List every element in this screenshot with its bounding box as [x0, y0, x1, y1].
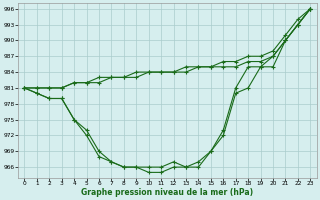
X-axis label: Graphe pression niveau de la mer (hPa): Graphe pression niveau de la mer (hPa)	[81, 188, 253, 197]
